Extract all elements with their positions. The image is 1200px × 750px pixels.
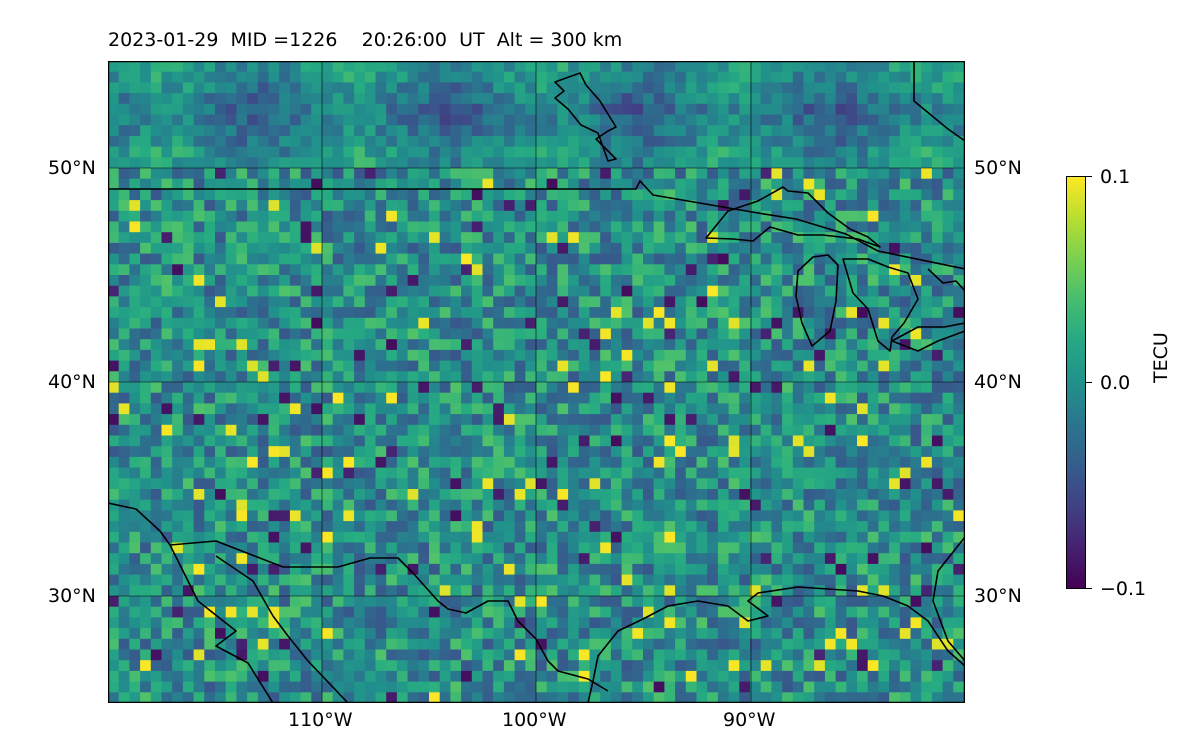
lat-label-40n-left: 40°N <box>48 371 96 393</box>
lat-label-50n-right: 50°N <box>974 157 1022 179</box>
lon-label-110w: 110°W <box>288 709 353 731</box>
tec-field <box>108 61 965 703</box>
colorbar-tick-top <box>1086 176 1092 177</box>
gulf-coast <box>587 586 965 703</box>
colorbar-label-min: −0.1 <box>1100 578 1147 600</box>
florida-coast <box>932 536 965 662</box>
mexico-coast <box>215 555 349 703</box>
colorbar-tick-mid <box>1086 382 1092 383</box>
lat-label-40n-right: 40°N <box>974 371 1022 393</box>
colorbar <box>1066 176 1086 589</box>
us-mexico-border <box>108 502 609 692</box>
colorbar-tick-bottom <box>1086 588 1092 589</box>
title-timezone: UT <box>459 29 485 51</box>
lon-label-100w: 100°W <box>502 709 567 731</box>
title-altitude: Alt = 300 km <box>496 29 623 51</box>
lake-huron <box>842 258 919 352</box>
map-border <box>108 61 965 703</box>
colorbar-title: TECU <box>1150 332 1172 383</box>
hudson-bay-coast <box>554 72 617 162</box>
lake-superior <box>705 186 881 248</box>
title-mid: MID =1226 <box>230 29 338 51</box>
us-canada-border <box>108 180 965 270</box>
tec-map <box>108 61 965 703</box>
map-title: 2023-01-29 MID =1226 20:26:00 UT Alt = 3… <box>108 29 622 51</box>
lon-label-90w: 90°W <box>723 709 776 731</box>
lake-michigan <box>795 254 839 347</box>
lat-label-30n-left: 30°N <box>48 585 96 607</box>
title-time: 20:26:00 <box>361 29 447 51</box>
coast-northeast <box>913 61 965 142</box>
gulf-of-california-coast <box>169 544 274 703</box>
colorbar-label-zero: 0.0 <box>1100 372 1131 394</box>
map-panel <box>108 61 965 703</box>
coastlines-borders <box>108 61 965 703</box>
east-coast-fragment <box>927 268 965 292</box>
lat-label-30n-right: 30°N <box>974 585 1022 607</box>
title-date: 2023-01-29 <box>108 29 219 51</box>
lat-label-50n-left: 50°N <box>48 157 96 179</box>
colorbar-label-max: 0.1 <box>1100 166 1131 188</box>
gridlines <box>108 61 965 703</box>
lake-erie <box>891 322 965 352</box>
